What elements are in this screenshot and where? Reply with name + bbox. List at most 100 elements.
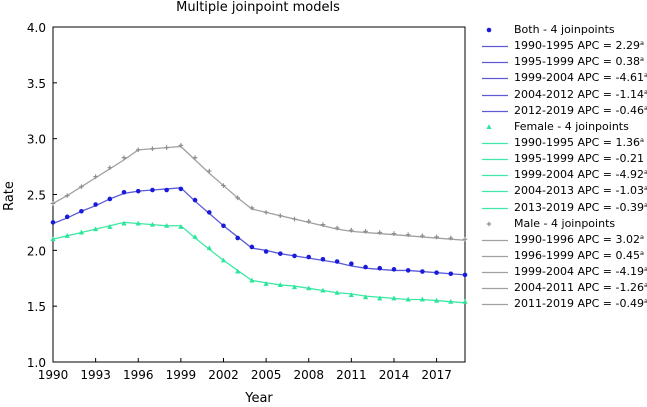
legend-label: 1990-1995 APC = 1.36a (514, 135, 644, 151)
x-tick-label: 2014 (379, 368, 410, 382)
significance-marker: a (643, 297, 647, 306)
data-point-series-2 (263, 210, 269, 215)
data-point-series-0 (221, 223, 226, 229)
legend-line-icon (482, 191, 508, 193)
legend-segment-entry: 1995-1999 APC = 0.38a (470, 54, 646, 70)
legend-label: 2004-2012 APC = -1.14a (514, 87, 647, 103)
data-point-series-1 (121, 220, 127, 226)
legend-label: 2004-2011 APC = -1.26a (514, 280, 647, 296)
data-point-series-1 (107, 224, 113, 229)
data-point-series-2 (391, 231, 397, 236)
significance-marker: a (640, 135, 644, 144)
legend-label: 2011-2019 APC = -0.49a (514, 296, 647, 312)
legend-label: Both - 4 joinpoints (514, 22, 615, 38)
data-point-series-1 (291, 284, 298, 290)
significance-marker: a (640, 39, 644, 48)
data-point-series-2 (164, 145, 169, 150)
data-point-series-2 (50, 201, 56, 206)
legend-label-text: 1999-2004 APC = -4.19 (514, 265, 644, 279)
legend-label: 1995-1999 APC = -0.21 (514, 151, 644, 167)
data-point-series-1 (362, 294, 369, 300)
data-point-series-0 (320, 256, 326, 262)
data-point-series-1 (306, 285, 312, 291)
legend-label-text: Male - 4 joinpoints (514, 216, 616, 230)
data-point-series-0 (278, 251, 283, 256)
data-point-series-0 (349, 261, 354, 267)
legend-segment-entry: 2012-2019 APC = -0.46a (470, 103, 647, 119)
data-point-series-1 (178, 224, 184, 229)
data-point-series-2 (448, 235, 454, 241)
y-axis-label: Rate (2, 181, 17, 211)
legend-segment-entry: 1996-1999 APC = 0.45a (470, 248, 646, 264)
significance-marker: a (640, 55, 644, 64)
legend-line-icon (482, 142, 508, 145)
data-point-series-2 (306, 219, 312, 224)
data-point-series-1 (263, 281, 269, 286)
x-tick-label: 1996 (123, 368, 154, 382)
data-point-series-0 (206, 210, 212, 215)
legend-line-icon (482, 78, 508, 80)
legend-line-icon (482, 158, 508, 161)
data-point-series-1 (391, 295, 397, 301)
data-point-series-0 (93, 202, 98, 207)
data-point-series-0 (448, 271, 454, 277)
chart-title: Multiple joinpoint models (176, 0, 340, 15)
data-point-series-0 (178, 186, 184, 192)
legend-marker-icon (486, 221, 492, 226)
x-tick-label: 1999 (166, 368, 197, 382)
data-point-series-0 (462, 272, 468, 278)
significance-marker: a (643, 103, 647, 112)
legend-segment-entry: 1990-1996 APC = 3.02a (470, 232, 646, 248)
data-point-series-2 (79, 184, 84, 189)
significance-marker: a (643, 71, 647, 80)
data-point-series-0 (363, 264, 368, 270)
legend-marker (486, 27, 492, 33)
legend-series-entry: Male - 4 joinpoints (470, 216, 646, 232)
data-point-series-1 (462, 298, 468, 304)
legend-label-text: 2004-2012 APC = -1.14 (514, 87, 644, 101)
legend-label-text: 1995-1999 APC = -0.21 (514, 152, 644, 166)
legend-segment-entry: 2004-2012 APC = -1.14a (470, 87, 647, 103)
legend-segment-entry: 2013-2019 APC = -0.39a (470, 200, 647, 216)
legend-marker (486, 124, 492, 129)
legend-line-icon (482, 94, 508, 96)
data-point-series-2 (377, 230, 383, 235)
data-point-series-0 (391, 267, 397, 272)
data-point-series-0 (249, 244, 255, 250)
y-tick-label: 3.0 (27, 133, 46, 147)
legend-marker-icon (486, 124, 492, 129)
x-tick-label: 2002 (208, 368, 239, 382)
legend-line-icon (482, 255, 508, 258)
data-point-series-2 (93, 174, 98, 179)
data-point-series-2 (292, 216, 297, 222)
data-point-series-0 (263, 249, 269, 254)
data-point-series-0 (434, 270, 439, 275)
y-tick-label: 4.0 (27, 21, 46, 35)
legend-label: 2004-2013 APC = -1.03a (514, 183, 647, 199)
legend-line-icon (482, 207, 508, 209)
legend-segment-entry: 1999-2004 APC = -4.19a (470, 264, 647, 280)
data-point-series-1 (220, 257, 227, 263)
data-point-series-2 (363, 229, 368, 234)
data-point-series-2 (249, 205, 255, 211)
y-tick-label: 2.0 (27, 244, 46, 258)
data-point-series-2 (192, 155, 198, 160)
legend-label: 1990-1996 APC = 3.02a (514, 232, 644, 248)
series-markers (50, 143, 468, 304)
legend-line-icon (482, 304, 508, 306)
data-point-series-2 (334, 225, 340, 231)
legend-label-text: Both - 4 joinpoints (514, 23, 615, 36)
legend-label-text: 2013-2019 APC = -0.39 (514, 200, 644, 214)
plot-frame (52, 26, 466, 363)
legend-marker (486, 221, 492, 226)
significance-marker: a (643, 265, 647, 274)
data-point-series-2 (349, 227, 354, 233)
data-point-series-0 (192, 197, 198, 203)
legend-segment-entry: 2004-2011 APC = -1.26a (470, 280, 647, 296)
x-tick-label: 1990 (38, 368, 69, 382)
data-point-series-0 (79, 208, 84, 214)
legend-line-icon (482, 110, 508, 112)
data-point-series-1 (64, 233, 70, 238)
significance-marker: a (643, 200, 647, 209)
data-point-series-1 (93, 226, 99, 232)
